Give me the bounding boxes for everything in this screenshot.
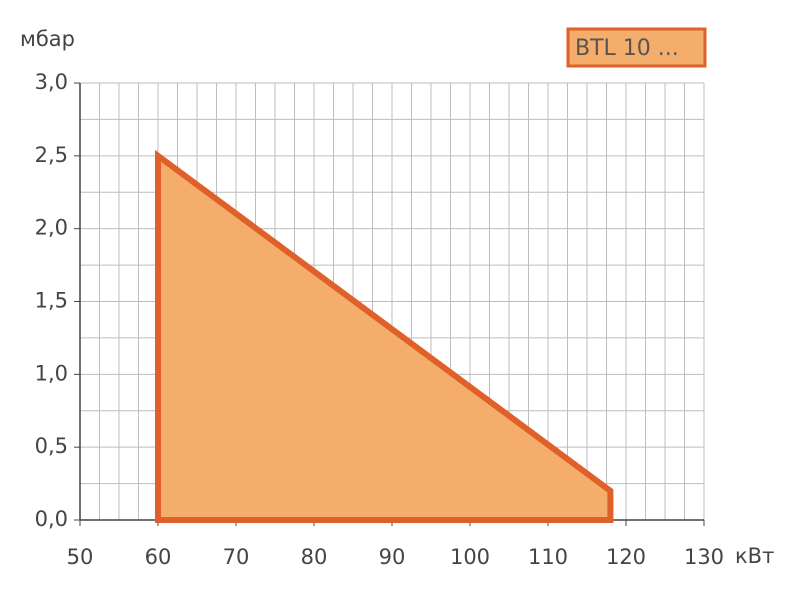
x-tick-label: 130 (684, 545, 724, 569)
x-tick-label: 120 (606, 545, 646, 569)
y-tick-label: 1,5 (35, 289, 68, 313)
y-tick-label: 2,5 (35, 143, 68, 167)
y-tick-label: 0,0 (35, 507, 68, 531)
annotation-box (566, 27, 707, 68)
annotation: BTL 10 ... (575, 36, 679, 61)
x-axis-label: кВт (735, 544, 774, 568)
y-tick-label: 0,5 (35, 434, 68, 458)
y-axis-label: мбар (20, 27, 75, 51)
y-tick-label: 1,0 (35, 361, 68, 385)
y-tick-label: 3,0 (35, 70, 68, 94)
area (155, 149, 614, 523)
x-tick-label: 80 (301, 545, 328, 569)
x-tick-label: 50 (67, 545, 94, 569)
x-tick-label: 110 (528, 545, 568, 569)
x-tick-label: 100 (450, 545, 490, 569)
y-tick-label: 2,0 (35, 216, 68, 240)
x-tick-label: 90 (379, 545, 406, 569)
x-tick-label: 70 (223, 545, 250, 569)
x-tick-label: 60 (145, 545, 172, 569)
